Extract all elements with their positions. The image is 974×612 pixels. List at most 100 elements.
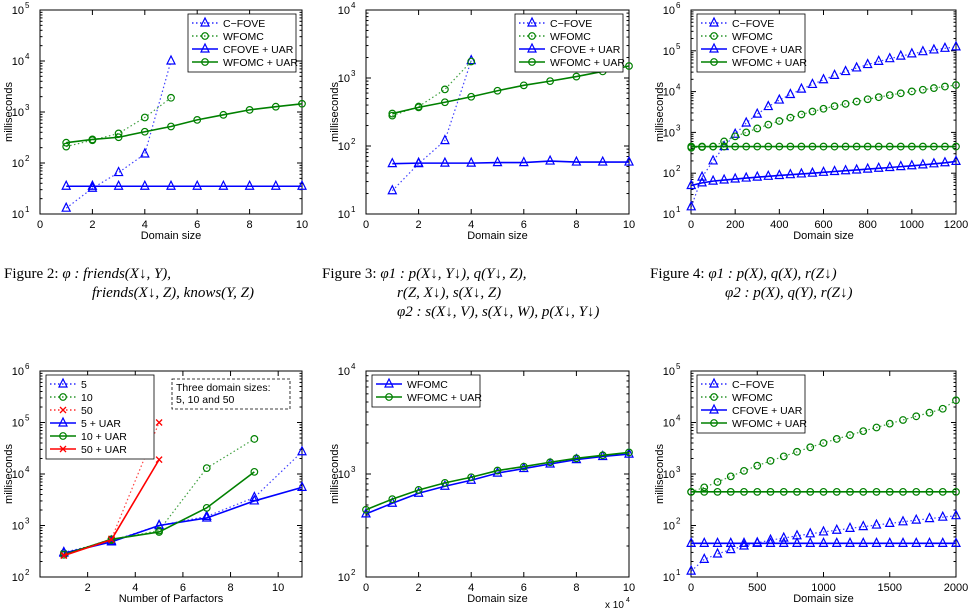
data-point [219,110,228,119]
x-tick-label: 2 [85,582,91,594]
data-point [907,87,916,96]
data-point [140,113,149,122]
y-tick-exponent: 4 [25,465,30,474]
data-point [245,105,254,114]
data-point [907,142,916,151]
data-point [414,486,423,494]
x-tick-label: 8 [227,582,233,594]
data-point [785,88,796,99]
legend-marker [710,419,718,427]
y-tick-label: 10 [12,5,24,17]
data-point [764,142,773,151]
data-point [387,157,398,168]
data-point [786,113,795,122]
y-tick-exponent: 2 [676,164,681,173]
data-point [872,423,881,432]
data-point [911,513,922,524]
data-point [938,404,947,413]
data-point [467,92,476,101]
legend-label: WFOMC [550,31,591,43]
series-line [392,61,472,117]
series [62,99,306,147]
data-point [858,520,869,531]
x-tick-label: 10 [623,582,635,594]
data-point [841,142,850,151]
data-point [492,156,503,167]
x-tick-label: 10 [296,219,308,231]
series [61,179,307,190]
y-tick-label: 10 [12,572,24,584]
y-tick-exponent: 3 [351,69,356,78]
data-point [719,173,730,184]
y-tick-exponent: 3 [25,103,30,112]
data-point [884,52,895,63]
y-tick-label: 10 [663,366,675,378]
y-tick-exponent: 5 [25,1,30,10]
data-point [87,181,98,192]
x-tick-label: 4 [468,219,474,231]
y-tick-exponent: 4 [676,414,681,423]
data-point [244,179,255,190]
data-point [898,537,908,547]
data-point [930,142,938,151]
legend-marker [59,432,67,440]
legend-marker [384,377,394,388]
data-point [752,170,763,181]
data-point [807,78,818,89]
y-tick-exponent: 3 [676,465,681,474]
caption-line: φ : friends(X↓, Y), [62,266,172,282]
data-point [871,518,882,529]
x-tick-label: 10 [272,582,284,594]
data-point [298,99,306,108]
x-tick-label: 6 [180,582,186,594]
y-tick-exponent: 2 [676,517,681,526]
data-point [699,537,710,547]
data-point [937,537,948,547]
data-point [519,81,528,90]
y-tick-exponent: 2 [25,568,30,577]
series [687,142,960,151]
data-point [778,531,789,542]
data-point [841,99,850,108]
legend-label: WFOMC [407,379,448,391]
x-axis-label: Domain size [467,593,528,605]
series [686,40,961,211]
legend-marker [528,32,536,40]
legend-marker [710,58,718,66]
data-point [708,154,719,165]
legend-label: CFOVE + UAR [732,44,803,56]
data-point [155,419,163,426]
data-point [518,156,529,167]
data-point [928,43,939,54]
data-point [202,503,211,512]
data-point [796,167,807,178]
caption-line: φ2 : s(X↓, V), s(X↓, W), p(X↓, Y↓) [397,304,600,320]
y-tick-label: 10 [663,209,675,221]
data-point [466,473,477,484]
x-multiplier-exponent: 4 [626,597,630,604]
data-point [362,505,370,514]
y-tick-exponent: 2 [351,568,356,577]
data-point [201,510,212,521]
y-tick-label: 10 [663,87,675,99]
data-point [753,142,762,151]
data-point [873,55,884,65]
legend-label: WFOMC + UAR [223,57,298,69]
data-point [872,487,881,496]
data-point [388,495,397,504]
legend-label: WFOMC [732,31,773,43]
x-tick-label: 800 [858,219,876,231]
data-point [61,201,72,212]
y-tick-exponent: 2 [351,137,356,146]
data-point [439,134,450,145]
legend-marker [200,42,210,53]
data-point [61,179,72,190]
legend-marker [59,406,67,414]
series-line [365,451,630,511]
x-tick-label: 2 [416,582,422,594]
series [686,509,961,575]
x-tick-label: 2 [89,219,95,231]
